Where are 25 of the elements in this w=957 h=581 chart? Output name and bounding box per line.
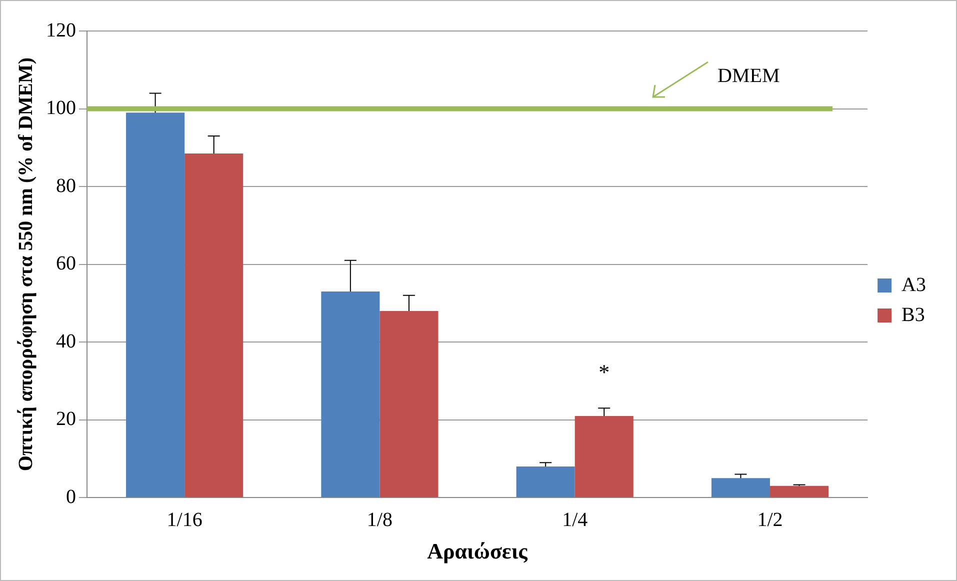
x-tick-label: 1/2 bbox=[757, 508, 783, 531]
bar bbox=[711, 478, 770, 498]
y-tick-label: 40 bbox=[56, 330, 76, 352]
y-axis-title: Οπτική απορρόφηση στα 550 nm (% of DMEM) bbox=[15, 58, 38, 472]
annotation: * bbox=[598, 360, 610, 385]
x-tick-label: 1/8 bbox=[366, 508, 392, 531]
x-tick-label: 1/4 bbox=[562, 508, 588, 531]
y-tick-label: 100 bbox=[46, 97, 76, 120]
y-tick-label: 60 bbox=[56, 252, 76, 275]
y-tick-label: 20 bbox=[56, 408, 76, 430]
bar bbox=[574, 416, 634, 498]
bar bbox=[380, 310, 438, 498]
legend-label: DMEM bbox=[718, 65, 780, 88]
x-axis-title: Αραιώσεις bbox=[427, 538, 528, 564]
y-tick-label: 120 bbox=[46, 19, 76, 42]
bar bbox=[516, 466, 575, 498]
x-tick-label: 1/16 bbox=[166, 508, 202, 531]
legend-label: A3 bbox=[902, 274, 926, 296]
y-tick-label: 0 bbox=[66, 486, 76, 508]
bar bbox=[184, 153, 244, 498]
bar bbox=[770, 486, 829, 498]
y-tick-label: 80 bbox=[56, 174, 76, 197]
legend-label: B3 bbox=[902, 304, 925, 326]
bar bbox=[126, 112, 185, 498]
bar bbox=[321, 292, 380, 498]
